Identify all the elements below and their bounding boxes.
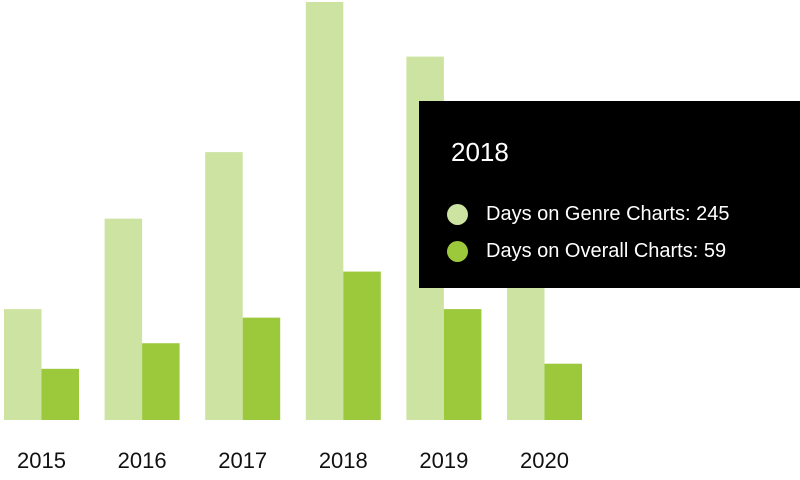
tooltip-row-overall: Days on Overall Charts: 59 bbox=[447, 240, 726, 263]
x-tick-label-2017: 2017 bbox=[218, 448, 267, 473]
bar-overall-2019[interactable] bbox=[443, 309, 482, 420]
tooltip-title: 2018 bbox=[451, 137, 509, 167]
x-tick-label-2015: 2015 bbox=[17, 448, 66, 473]
tooltip-overall-value: 59 bbox=[703, 240, 727, 262]
x-tick-label-2016: 2016 bbox=[118, 448, 167, 473]
bar-overall-2020[interactable] bbox=[544, 363, 583, 420]
tooltip-genre-label: Days on Genre Charts bbox=[486, 203, 685, 225]
x-tick-label-2020: 2020 bbox=[520, 448, 569, 473]
tooltip-row-genre: Days on Genre Charts: 245 bbox=[447, 203, 729, 226]
overall-series-dot-icon bbox=[447, 241, 468, 262]
x-tick-label-2018: 2018 bbox=[319, 448, 368, 473]
bar-overall-2017[interactable] bbox=[242, 317, 281, 420]
tooltip-overall-label: Days on Overall Charts bbox=[486, 240, 693, 262]
bar-genre-2018[interactable] bbox=[305, 2, 344, 420]
bar-genre-2017[interactable] bbox=[205, 152, 243, 420]
bar-overall-2018[interactable] bbox=[343, 271, 381, 420]
bar-overall-2016[interactable] bbox=[142, 343, 180, 420]
chart-tooltip: 2018 Days on Genre Charts: 245 Days on O… bbox=[419, 101, 800, 288]
bar-genre-2015[interactable] bbox=[4, 309, 42, 420]
bar-overall-2015[interactable] bbox=[41, 368, 80, 420]
bar-genre-2020[interactable] bbox=[507, 273, 545, 420]
tooltip-genre-value: 245 bbox=[696, 203, 730, 225]
genre-series-dot-icon bbox=[447, 204, 468, 225]
bar-genre-2016[interactable] bbox=[104, 218, 143, 420]
x-tick-label-2019: 2019 bbox=[419, 448, 468, 473]
